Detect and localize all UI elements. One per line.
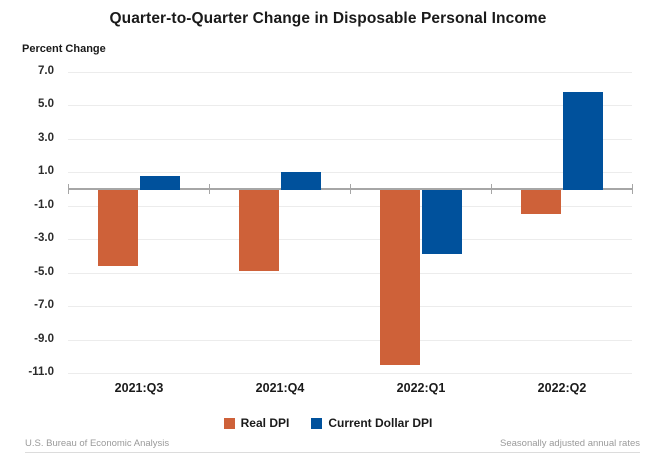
footer-divider [25, 452, 640, 453]
chart-title: Quarter-to-Quarter Change in Disposable … [109, 10, 547, 27]
gridline [68, 239, 632, 240]
gridline [68, 340, 632, 341]
gridline [68, 273, 632, 274]
y-axis-tick-label: 3.0 [38, 132, 54, 144]
axis-tick [491, 184, 492, 194]
bar-current-dollar-dpi-2022-q2 [563, 92, 603, 190]
legend-label: Current Dollar DPI [328, 416, 433, 430]
bar-current-dollar-dpi-2021-q3 [140, 176, 180, 190]
x-axis-label: 2022:Q1 [396, 381, 446, 395]
bar-real-dpi-2021-q3 [98, 190, 138, 266]
bar-current-dollar-dpi-2022-q1 [422, 190, 462, 254]
axis-tick [209, 184, 210, 194]
current-dollar-dpi-swatch-icon [311, 417, 323, 429]
bar-current-dollar-dpi-2021-q4 [281, 172, 321, 190]
gridline [68, 172, 632, 173]
gridline [68, 139, 632, 140]
y-axis-tick-label: -7.0 [34, 299, 54, 311]
legend: Real DPI Current Dollar DPI [0, 416, 656, 430]
bar-real-dpi-2022-q1 [380, 190, 420, 365]
x-axis-label: 2022:Q2 [537, 381, 587, 395]
axis-tick [632, 184, 633, 194]
y-axis-tick-label: -11.0 [28, 366, 54, 378]
y-axis-tick-label: 1.0 [38, 165, 54, 177]
gridline [68, 373, 632, 374]
y-axis-tick-label: -9.0 [34, 333, 54, 345]
axis-tick [68, 184, 69, 194]
x-axis-label: 2021:Q3 [114, 381, 164, 395]
y-axis-tick-label: 7.0 [38, 65, 54, 77]
gridline [68, 206, 632, 207]
bar-real-dpi-2022-q2 [521, 190, 561, 214]
legend-item-real-dpi: Real DPI [223, 416, 290, 430]
source-attribution: U.S. Bureau of Economic Analysis [25, 438, 170, 449]
bar-real-dpi-2021-q4 [239, 190, 279, 271]
axis-tick [350, 184, 351, 194]
y-axis-tick-label: -5.0 [34, 266, 54, 278]
y-axis-title: Percent Change [22, 43, 106, 55]
legend-item-current-dollar-dpi: Current Dollar DPI [311, 416, 432, 430]
y-axis-tick-label: -1.0 [34, 199, 54, 211]
x-axis-label: 2021:Q4 [255, 381, 305, 395]
y-axis-tick-label: 5.0 [38, 98, 54, 110]
footnote: Seasonally adjusted annual rates [500, 438, 640, 449]
gridline [68, 306, 632, 307]
y-axis-tick-label: -3.0 [34, 232, 54, 244]
gridline [68, 72, 632, 73]
gridline [68, 105, 632, 106]
legend-label: Real DPI [240, 416, 290, 430]
real-dpi-swatch-icon [223, 417, 235, 429]
